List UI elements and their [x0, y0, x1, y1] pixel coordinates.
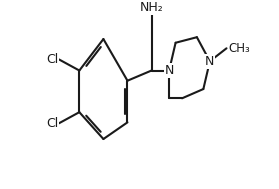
- Text: NH₂: NH₂: [140, 1, 163, 14]
- Text: Cl: Cl: [46, 53, 58, 66]
- Text: Cl: Cl: [46, 117, 58, 130]
- Text: CH₃: CH₃: [229, 42, 251, 55]
- Text: N: N: [205, 55, 215, 68]
- Text: N: N: [164, 64, 174, 77]
